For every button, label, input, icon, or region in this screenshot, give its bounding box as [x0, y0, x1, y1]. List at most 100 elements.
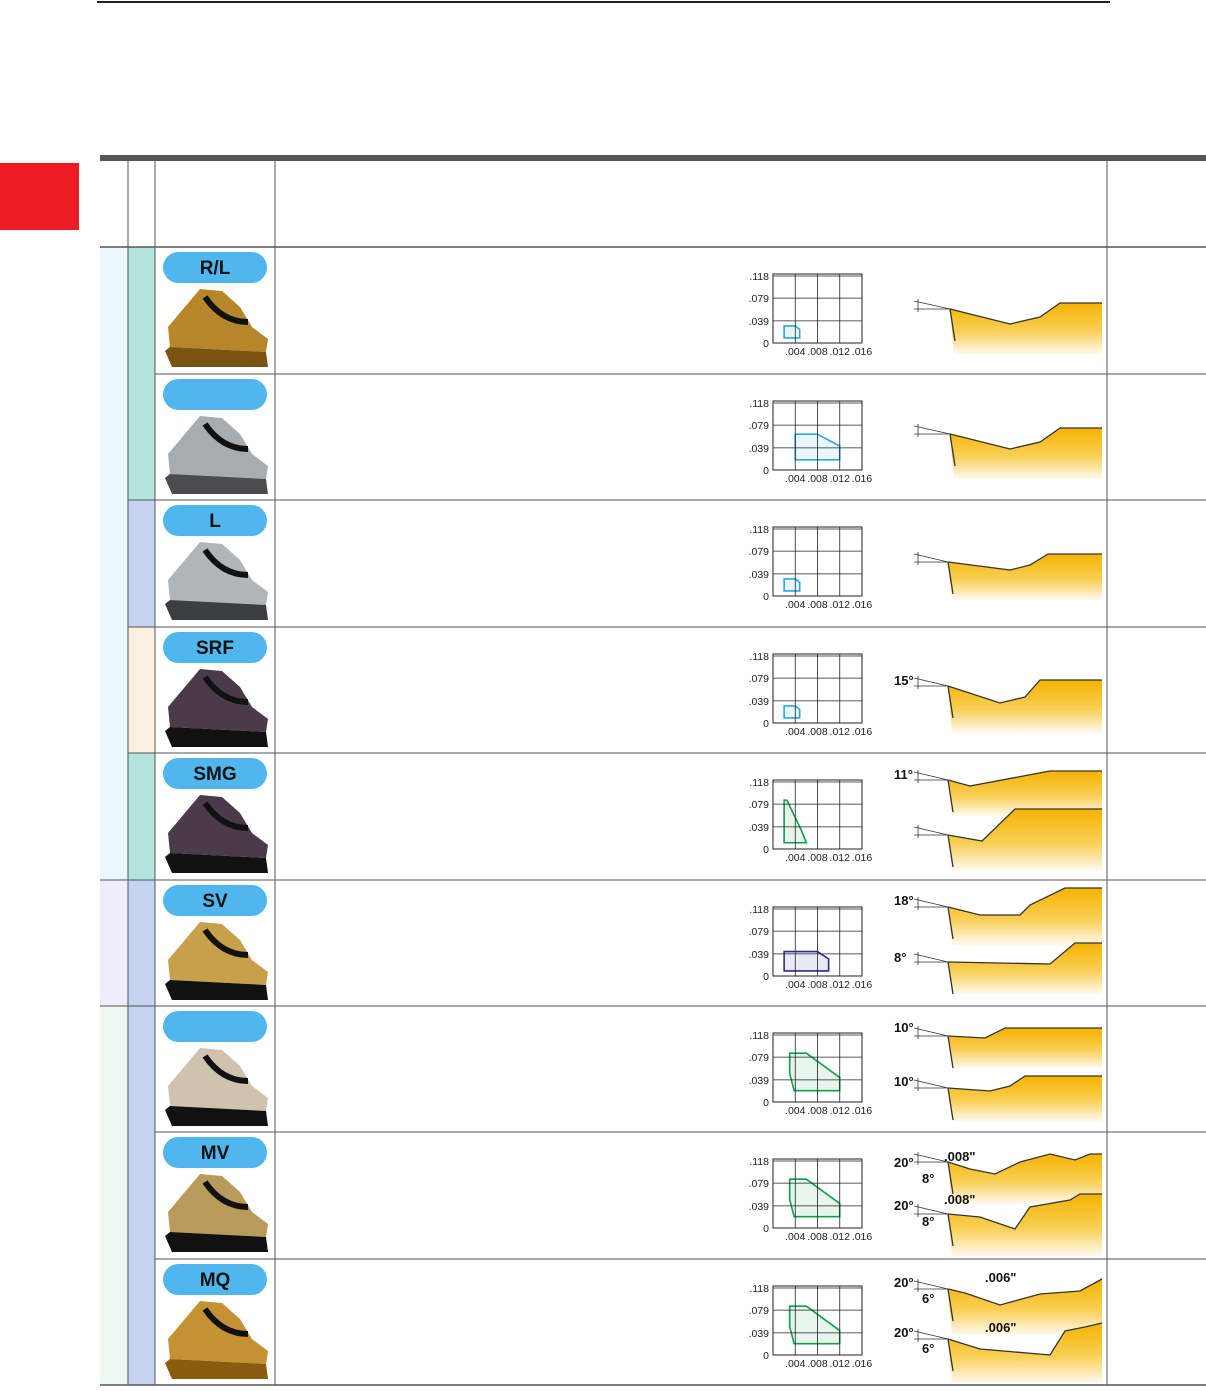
y-tick-label: .039 — [749, 696, 770, 708]
x-tick-label: .012 — [830, 852, 851, 864]
flank-line — [947, 906, 954, 940]
grade-label: SV — [202, 891, 228, 912]
x-tick-label: .004 — [785, 1358, 806, 1370]
x-tick-label: .008 — [807, 1231, 828, 1243]
grade-chip — [163, 505, 267, 536]
insert-groove — [202, 1054, 249, 1084]
edge-profile — [950, 303, 1102, 354]
x-tick-label: .016 — [852, 346, 873, 358]
header-bar — [100, 155, 1206, 161]
edge-profile — [950, 428, 1102, 479]
flank-line — [949, 433, 956, 467]
rake-reference — [913, 953, 949, 963]
y-tick-label: 0 — [763, 971, 769, 983]
y-tick-label: .079 — [749, 1178, 770, 1190]
insert-groove — [202, 422, 249, 452]
angle-note: .006" — [985, 1270, 1016, 1285]
x-tick-label: .008 — [807, 473, 828, 485]
edge-profile — [948, 1279, 1102, 1335]
edge-line — [947, 942, 1102, 965]
edge-profile — [948, 554, 1102, 600]
insert-side — [165, 1359, 268, 1379]
edge-line — [947, 1153, 1102, 1175]
grade-chip — [163, 758, 267, 789]
edge-profile — [948, 809, 1102, 871]
insert-top — [168, 542, 268, 605]
edge-profile — [948, 771, 1102, 816]
angle-note: 8° — [922, 1171, 934, 1186]
y-tick-label: 0 — [763, 718, 769, 730]
x-tick-label: .008 — [807, 599, 828, 611]
x-tick-label: .016 — [852, 1358, 873, 1370]
edge-line — [947, 1193, 1102, 1230]
y-tick-label: 0 — [763, 338, 769, 350]
y-tick-label: .118 — [749, 904, 769, 916]
y-tick-label: .079 — [749, 293, 770, 305]
x-tick-label: .016 — [852, 1231, 873, 1243]
angle-note: .008" — [944, 1192, 975, 1207]
y-tick-label: .118 — [749, 1156, 769, 1168]
grade-label: MV — [201, 1143, 230, 1164]
application-region — [783, 950, 830, 972]
group-cell — [100, 1006, 128, 1385]
insert-top — [168, 795, 268, 858]
edge-line — [947, 1075, 1102, 1092]
rake-reference — [913, 300, 951, 310]
rake-reference — [913, 1330, 949, 1340]
insert-groove — [202, 548, 249, 578]
insert-groove — [202, 1307, 249, 1337]
flank-line — [947, 1035, 954, 1069]
insert-top — [168, 922, 268, 985]
insert-side — [165, 980, 268, 1000]
angle-note: 6° — [922, 1291, 934, 1306]
angle-note: 10° — [894, 1020, 914, 1035]
y-tick-label: .039 — [749, 1201, 770, 1213]
y-tick-label: 0 — [763, 1097, 769, 1109]
edge-line — [947, 770, 1102, 787]
y-tick-label: .079 — [749, 546, 770, 558]
y-tick-label: .039 — [749, 316, 770, 328]
rake-reference — [913, 1027, 949, 1037]
rake-reference — [913, 1079, 949, 1089]
x-tick-label: .012 — [830, 1231, 851, 1243]
x-tick-label: .004 — [785, 726, 806, 738]
insert-side — [165, 600, 268, 620]
x-tick-label: .008 — [807, 1358, 828, 1370]
x-tick-label: .004 — [785, 979, 806, 991]
y-tick-label: .079 — [749, 926, 770, 938]
x-tick-label: .008 — [807, 1105, 828, 1117]
angle-note: 20° — [894, 1155, 914, 1170]
type-cell — [128, 627, 155, 753]
grade-chip — [163, 252, 267, 283]
type-cell — [128, 753, 155, 880]
edge-line — [947, 808, 1102, 842]
y-tick-label: .039 — [749, 822, 770, 834]
rake-reference — [913, 1205, 949, 1215]
grade-chip — [163, 1011, 267, 1042]
insert-row: MV .004.008.012.016 0 .039 .079 .118 20° 8° .008… — [163, 1137, 1102, 1256]
insert-groove — [202, 928, 249, 958]
y-tick-label: .118 — [749, 271, 769, 283]
x-tick-label: .012 — [830, 599, 851, 611]
y-tick-label: .079 — [749, 1052, 770, 1064]
flank-line — [947, 834, 954, 868]
rake-reference — [913, 826, 949, 836]
group-cell — [100, 247, 128, 880]
edge-line — [949, 302, 1102, 325]
grade-chip — [163, 885, 267, 916]
edge-line — [947, 679, 1102, 704]
edge-profile — [948, 1028, 1102, 1068]
edge-line — [947, 1027, 1102, 1039]
angle-note: 8° — [894, 950, 906, 965]
angle-note: 20° — [894, 1325, 914, 1340]
insert-row: SRF .004.008.012.016 0 .039 .079 .118 15° — [163, 632, 1102, 747]
angle-note: 8° — [922, 1214, 934, 1229]
insert-groove — [202, 1180, 249, 1210]
rake-reference — [913, 898, 949, 908]
flank-line — [947, 1213, 954, 1247]
y-tick-label: .118 — [749, 1283, 769, 1295]
insert-row: SV .004.008.012.016 0 .039 .079 .118 18° 8° — [163, 885, 1102, 1000]
y-tick-label: .039 — [749, 443, 770, 455]
